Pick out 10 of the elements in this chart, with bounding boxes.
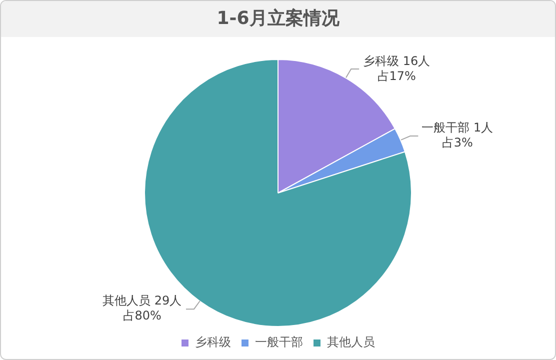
category-label: 乡科级 16人: [363, 54, 430, 68]
legend-label: 乡科级: [195, 335, 231, 350]
data-label: 占17%: [377, 69, 416, 84]
legend-label: 一般干部: [255, 335, 303, 350]
category-label: 其他人员 29人: [102, 294, 182, 308]
data-label: 占3%: [442, 136, 473, 150]
legend-label: 其他人员: [327, 335, 375, 350]
category-label: 一般干部 1人: [422, 120, 494, 135]
chart-title: 1-6月立案情况: [1, 1, 555, 37]
data-label: 占80%: [122, 308, 162, 323]
